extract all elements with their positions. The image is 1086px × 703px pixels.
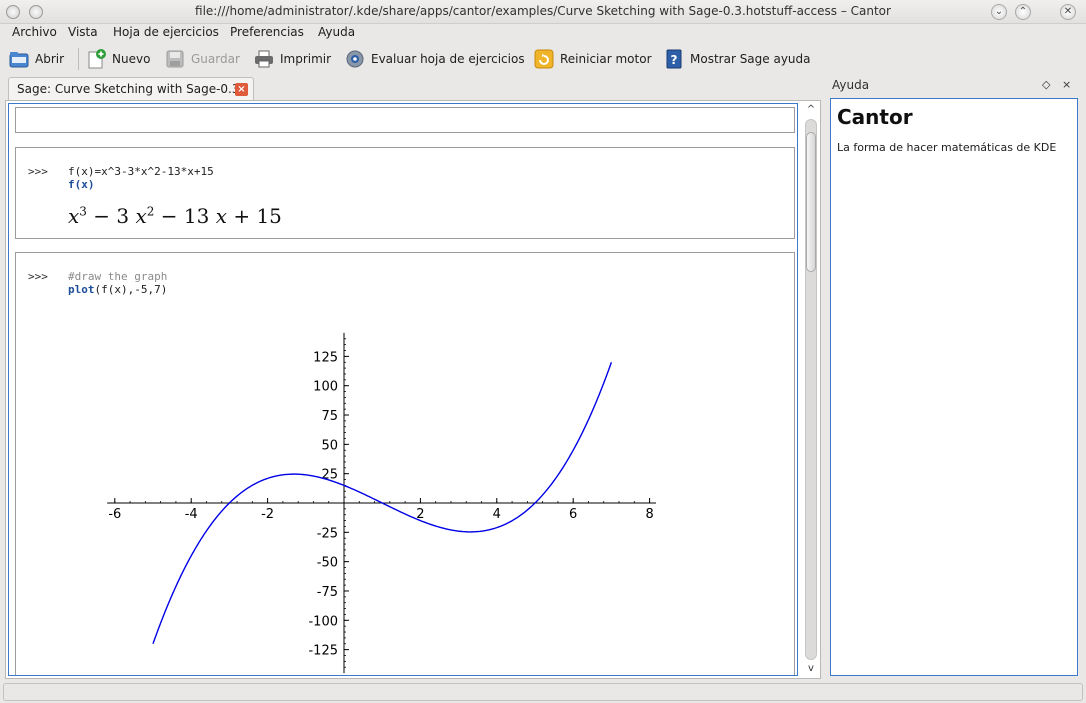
menu-hoja-de-ejercicios[interactable]: Hoja de ejercicios <box>113 25 219 39</box>
formula-term2: − 3 <box>86 204 136 228</box>
help-panel: Cantor La forma de hacer matemáticas de … <box>830 98 1078 676</box>
y-tick-label: -25 <box>317 526 338 541</box>
code-plot-args: (f(x),-5,7) <box>94 283 168 296</box>
close-dock-icon[interactable]: × <box>1062 78 1072 91</box>
x-tick-label: -6 <box>108 507 121 522</box>
code-line-2[interactable]: f(x) <box>68 178 95 191</box>
x-tick-label: 2 <box>416 507 424 522</box>
restart-label: Reiniciar motor <box>560 52 652 66</box>
new-button[interactable]: Nuevo <box>86 47 150 71</box>
menu-vista[interactable]: Vista <box>68 25 98 39</box>
command-entry-1[interactable]: >>> f(x)=x^3-3*x^2-13*x+15 f(x) x3 − 3 x… <box>15 147 795 239</box>
close-tab-icon[interactable]: × <box>235 83 248 96</box>
menu-ayuda[interactable]: Ayuda <box>318 25 356 39</box>
y-tick-label: 75 <box>321 409 338 424</box>
tab-label: Sage: Curve Sketching with Sage-0.3 <box>17 82 240 96</box>
gear-evaluate-icon <box>346 50 364 68</box>
code-comment[interactable]: #draw the graph <box>68 270 168 283</box>
code-line-2-text: f(x) <box>68 178 95 191</box>
help-heading: Cantor <box>837 105 913 129</box>
save-disk-icon <box>166 50 184 68</box>
save-label: Guardar <box>191 52 240 66</box>
tab-bar: Sage: Curve Sketching with Sage-0.3 × <box>4 77 822 101</box>
minimize-button[interactable]: ⌄ <box>991 4 1007 20</box>
svg-text:?: ? <box>671 53 678 67</box>
plot-curve <box>152 362 613 644</box>
formula-x3: x <box>215 204 227 228</box>
x-tick-label: -4 <box>185 507 198 522</box>
scroll-up-icon[interactable]: ^ <box>806 104 816 115</box>
command-entry-2[interactable]: >>> #draw the graph plot(f(x),-5,7) -6 -4… <box>15 252 795 675</box>
save-button[interactable]: Guardar <box>165 47 240 71</box>
restart-engine-button[interactable]: Reiniciar motor <box>534 47 652 71</box>
float-dock-icon[interactable]: ◇ <box>1042 78 1051 91</box>
formula-exp3: 3 <box>79 204 87 219</box>
result-formula: x3 − 3 x2 − 13 x + 15 <box>68 204 282 228</box>
empty-entry[interactable] <box>15 107 795 133</box>
y-tick-label: -50 <box>317 556 338 571</box>
close-window-button[interactable]: ✕ <box>1060 4 1076 20</box>
scroll-down-icon[interactable]: v <box>808 663 814 674</box>
show-sage-help-button[interactable]: ? Mostrar Sage ayuda <box>664 47 811 71</box>
status-bar-frame <box>3 683 1083 701</box>
formula-x2: x <box>135 204 147 228</box>
maximize-button[interactable]: ⌃ <box>1015 4 1031 20</box>
help-dock-title: Ayuda <box>832 78 870 92</box>
app-menu-icon[interactable] <box>6 5 20 19</box>
new-document-icon <box>88 49 106 69</box>
formula-x1: x <box>68 204 80 228</box>
pin-icon[interactable] <box>29 5 43 19</box>
open-label: Abrir <box>35 52 65 66</box>
y-tick-label: 125 <box>313 350 338 365</box>
worksheet-scrollbar[interactable]: ^ v <box>803 103 819 676</box>
window-title: file:///home/administrator/.kde/share/ap… <box>195 4 891 18</box>
worksheet[interactable]: >>> f(x)=x^3-3*x^2-13*x+15 f(x) x3 − 3 x… <box>8 103 798 676</box>
x-tick-label: -2 <box>261 507 274 522</box>
y-tick-label: 50 <box>321 438 338 453</box>
restart-icon <box>534 49 554 69</box>
open-folder-icon <box>9 52 29 68</box>
y-tick-label: -75 <box>317 585 338 600</box>
evaluate-worksheet-button[interactable]: Evaluar hoja de ejercicios <box>345 47 525 71</box>
help-description: La forma de hacer matemáticas de KDE <box>837 141 1057 154</box>
scroll-track[interactable] <box>805 119 817 660</box>
toolbar-separator <box>78 48 79 70</box>
tab-worksheet[interactable]: Sage: Curve Sketching with Sage-0.3 × <box>8 77 254 101</box>
menu-bar: Archivo Vista Hoja de ejercicios Prefere… <box>0 24 1086 44</box>
status-bar <box>0 683 1086 703</box>
formula-exp2: 2 <box>146 204 155 219</box>
formula-const: + 15 <box>226 204 282 228</box>
prompt-1: >>> <box>28 165 48 178</box>
code-plot-fn: plot <box>68 283 95 296</box>
print-label: Imprimir <box>280 52 332 66</box>
scroll-thumb[interactable] <box>806 132 816 272</box>
help-label: Mostrar Sage ayuda <box>690 52 811 66</box>
x-tick-label: 8 <box>645 507 653 522</box>
open-button[interactable]: Abrir <box>9 47 64 71</box>
window-titlebar: file:///home/administrator/.kde/share/ap… <box>0 0 1086 24</box>
help-book-icon: ? <box>666 49 682 69</box>
y-tick-label: 100 <box>313 380 338 395</box>
worksheet-frame: >>> f(x)=x^3-3*x^2-13*x+15 f(x) x3 − 3 x… <box>5 100 821 679</box>
y-tick-label: -100 <box>308 614 338 629</box>
prompt-2: >>> <box>28 270 48 283</box>
menu-preferencias[interactable]: Preferencias <box>230 25 304 39</box>
x-tick-label: 6 <box>569 507 577 522</box>
evaluate-label: Evaluar hoja de ejercicios <box>371 52 525 66</box>
menu-archivo[interactable]: Archivo <box>12 25 57 39</box>
new-label: Nuevo <box>112 52 151 66</box>
x-tick-label: 4 <box>493 507 501 522</box>
code-line-1-text: f(x)=x^3-3*x^2-13*x+15 <box>68 165 214 178</box>
y-tick-label: -125 <box>308 644 338 659</box>
code-plot-line[interactable]: plot(f(x),-5,7) <box>68 283 167 296</box>
print-button[interactable]: Imprimir <box>254 47 331 71</box>
formula-term3: − 13 <box>154 204 216 228</box>
printer-icon <box>255 50 273 68</box>
help-dock-header: Ayuda ◇ × <box>828 76 1082 96</box>
code-line-1[interactable]: f(x)=x^3-3*x^2-13*x+15 <box>68 165 214 178</box>
main-toolbar: Abrir Nuevo Guardar Imprimir Eval <box>0 44 1086 74</box>
